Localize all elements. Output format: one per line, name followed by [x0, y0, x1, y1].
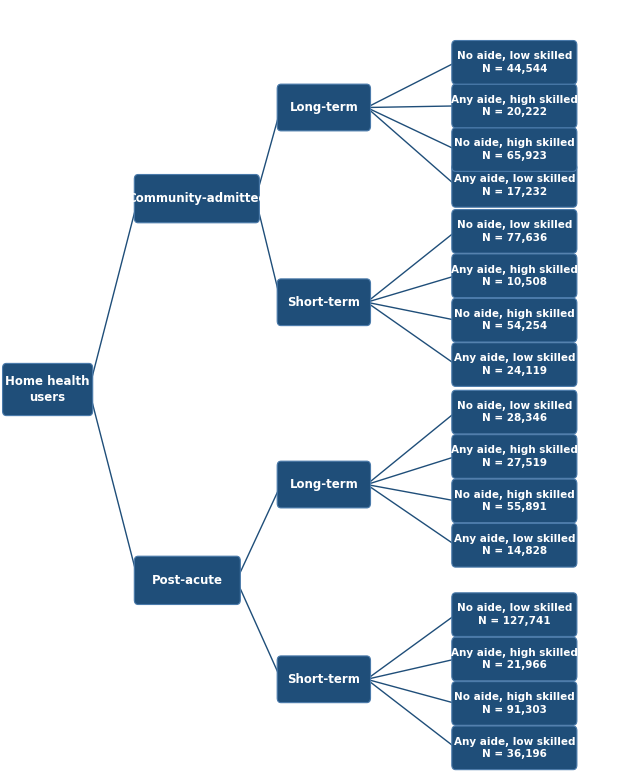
Text: Long-term: Long-term	[290, 101, 358, 114]
Text: Any aide, low skilled
N = 14,828: Any aide, low skilled N = 14,828	[453, 534, 575, 556]
FancyBboxPatch shape	[277, 84, 371, 131]
Text: Community-admitted: Community-admitted	[127, 192, 267, 205]
Text: No aide, low skilled
N = 28,346: No aide, low skilled N = 28,346	[457, 401, 572, 423]
FancyBboxPatch shape	[452, 41, 577, 84]
Text: No aide, high skilled
N = 54,254: No aide, high skilled N = 54,254	[454, 309, 575, 331]
Text: Short-term: Short-term	[288, 296, 360, 308]
FancyBboxPatch shape	[452, 637, 577, 681]
FancyBboxPatch shape	[3, 363, 93, 416]
Text: Long-term: Long-term	[290, 478, 358, 491]
Text: No aide, low skilled
N = 127,741: No aide, low skilled N = 127,741	[457, 604, 572, 626]
Text: Any aide, high skilled
N = 20,222: Any aide, high skilled N = 20,222	[451, 95, 578, 117]
FancyBboxPatch shape	[134, 556, 240, 605]
Text: Short-term: Short-term	[288, 673, 360, 686]
FancyBboxPatch shape	[452, 84, 577, 128]
FancyBboxPatch shape	[452, 435, 577, 478]
FancyBboxPatch shape	[452, 164, 577, 207]
FancyBboxPatch shape	[452, 682, 577, 725]
Text: Any aide, low skilled
N = 36,196: Any aide, low skilled N = 36,196	[453, 737, 575, 759]
FancyBboxPatch shape	[452, 254, 577, 298]
FancyBboxPatch shape	[452, 343, 577, 386]
FancyBboxPatch shape	[135, 174, 259, 223]
Text: Home health
users: Home health users	[5, 375, 90, 404]
FancyBboxPatch shape	[452, 593, 577, 636]
Text: Any aide, high skilled
N = 10,508: Any aide, high skilled N = 10,508	[451, 265, 578, 287]
Text: No aide, high skilled
N = 91,303: No aide, high skilled N = 91,303	[454, 693, 575, 714]
Text: No aide, high skilled
N = 65,923: No aide, high skilled N = 65,923	[454, 139, 575, 160]
Text: Any aide, high skilled
N = 27,519: Any aide, high skilled N = 27,519	[451, 446, 578, 467]
FancyBboxPatch shape	[452, 523, 577, 567]
FancyBboxPatch shape	[277, 279, 371, 326]
Text: Any aide, low skilled
N = 17,232: Any aide, low skilled N = 17,232	[453, 174, 575, 196]
FancyBboxPatch shape	[452, 390, 577, 434]
Text: No aide, high skilled
N = 55,891: No aide, high skilled N = 55,891	[454, 490, 575, 512]
FancyBboxPatch shape	[452, 479, 577, 523]
Text: Any aide, high skilled
N = 21,966: Any aide, high skilled N = 21,966	[451, 648, 578, 670]
Text: No aide, low skilled
N = 44,544: No aide, low skilled N = 44,544	[457, 51, 572, 73]
FancyBboxPatch shape	[277, 656, 371, 703]
Text: Post-acute: Post-acute	[152, 574, 223, 587]
FancyBboxPatch shape	[452, 210, 577, 253]
FancyBboxPatch shape	[277, 461, 371, 508]
Text: No aide, low skilled
N = 77,636: No aide, low skilled N = 77,636	[457, 220, 572, 242]
FancyBboxPatch shape	[452, 298, 577, 342]
Text: Any aide, low skilled
N = 24,119: Any aide, low skilled N = 24,119	[453, 354, 575, 375]
FancyBboxPatch shape	[452, 128, 577, 171]
FancyBboxPatch shape	[452, 726, 577, 770]
